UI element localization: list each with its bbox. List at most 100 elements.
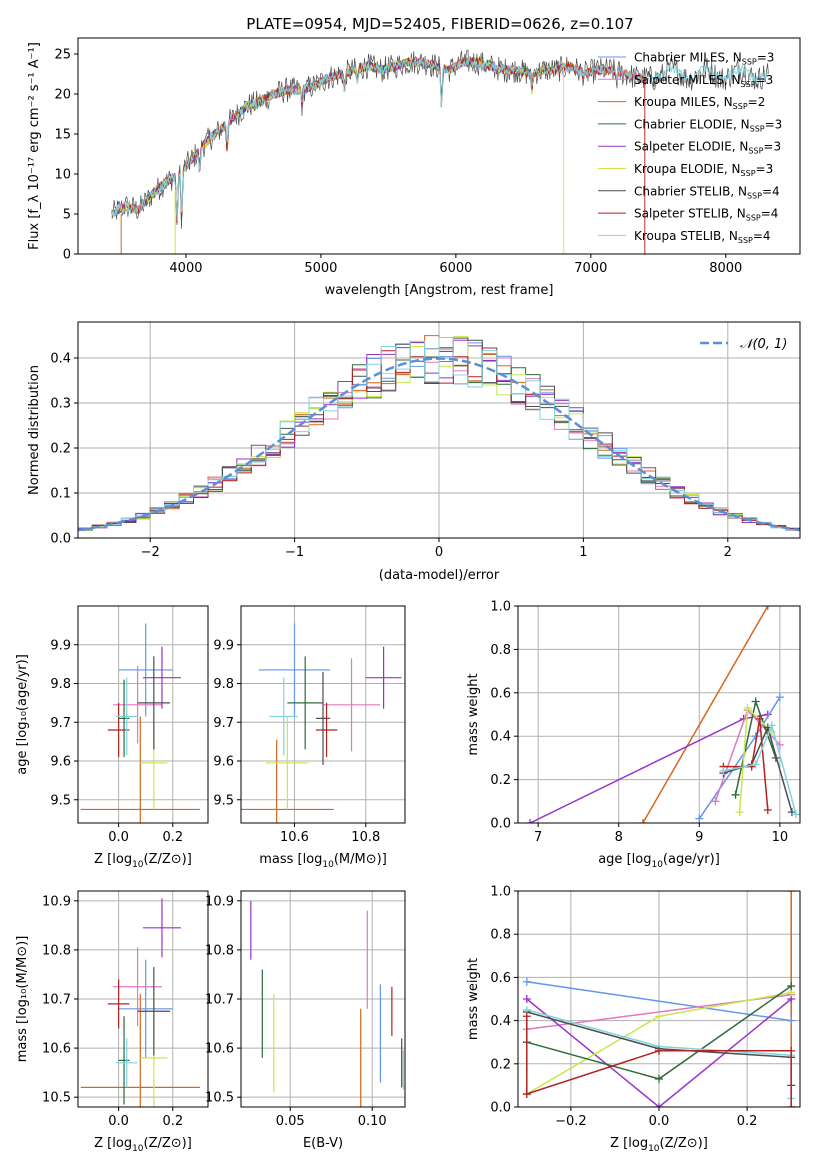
weight_vs_age-xtick-label-2: 9 xyxy=(695,830,703,845)
spectrum-xlabel: wavelength [Angstrom, rest frame] xyxy=(325,283,554,298)
age_vs_mass-ytick-label-4: 9.9 xyxy=(213,638,234,653)
weight_vs_Z-ylabel: mass weight xyxy=(466,958,481,1040)
weight_vs_age-marker-salpeter_stelib-3 xyxy=(763,805,772,814)
age_vs_Z-ylabel: age [log₁₀(age/yr)] xyxy=(15,654,30,775)
weight_vs_Z-marker-salpeter_stelib-3 xyxy=(787,1046,796,1055)
residuals-ytick-label-0: 0.0 xyxy=(50,532,71,547)
mass_vs_ebv-ytick-label-4: 10.9 xyxy=(205,894,234,909)
residuals-xtick-label-0: −2 xyxy=(141,545,160,560)
weight_vs_Z-line-salpeter_elodie xyxy=(526,998,792,1107)
weight_vs_Z-ytick-label-1: 0.2 xyxy=(490,1057,511,1072)
weight_vs_age-lines xyxy=(526,606,800,823)
spectrum-xtick-label-2: 6000 xyxy=(439,261,472,276)
weight_vs_age-marker-salpeter_elodie-0 xyxy=(526,819,535,823)
spectrum-ytick-label-5: 25 xyxy=(54,48,71,63)
spectrum-ytick-label-1: 5 xyxy=(63,208,71,223)
spectrum-ylabel: Flux [f_λ 10⁻¹⁷ erg cm⁻² s⁻¹ A⁻¹] xyxy=(27,42,42,250)
age_vs_Z-xtick-label-1: 0.2 xyxy=(162,830,183,845)
weight_vs_Z-ytick-label-0: 0.0 xyxy=(490,1101,511,1116)
residuals-gauss-curve xyxy=(78,357,800,532)
age_vs_mass-ytick-label-2: 9.7 xyxy=(213,716,234,731)
weight_vs_age-marker-kroupa_elodie-0 xyxy=(735,808,744,817)
mass_vs_ebv-ytick-label-0: 10.5 xyxy=(205,1091,234,1106)
spectrum-xtick-label-1: 5000 xyxy=(304,261,337,276)
weight_vs_age-marker-salpeter_stelib-1 xyxy=(747,762,756,771)
age_vs_Z-xlabel: Z [log10(Z/Z⊙)] xyxy=(94,852,192,870)
spectrum-legend-label-3: Chabrier ELODIE, NSSP=3 xyxy=(634,117,782,133)
weight_vs_age-line-salpeter_miles xyxy=(714,708,781,802)
spectrum-xtick-label-4: 8000 xyxy=(709,261,742,276)
residuals-ytick-label-1: 0.1 xyxy=(50,487,71,502)
residuals-frame xyxy=(77,321,801,539)
weight_vs_age-marker-kroupa_miles-0 xyxy=(638,819,647,823)
spectrum-xtick-label-0: 4000 xyxy=(169,261,202,276)
spectrum-lines xyxy=(111,49,769,254)
residuals-xtick-label-2: 0 xyxy=(435,545,443,560)
weight_vs_age-line-chabrier_stelib xyxy=(723,725,793,813)
weight_vs_Z-xtick-label-0: −0.2 xyxy=(555,1114,587,1129)
weight_vs_age-marker-kroupa_stelib-2 xyxy=(767,721,776,730)
weight_vs_age-marker-kroupa_elodie-1 xyxy=(743,703,752,712)
spectrum-ytick-label-3: 15 xyxy=(54,128,71,143)
weight_vs_age-marker-kroupa_stelib-3 xyxy=(791,810,800,819)
mass_vs_Z-ytick-label-2: 10.7 xyxy=(42,993,71,1008)
weight_vs_Z-ytick-label-5: 1.0 xyxy=(490,885,511,900)
weight_vs_age-marker-chabrier_stelib-3 xyxy=(787,808,796,817)
weight_vs_age-marker-chabrier_elodie-1 xyxy=(751,697,760,706)
weight_vs_Z-lines xyxy=(522,891,796,1107)
weight_vs_age-ytick-label-0: 0.0 xyxy=(490,817,511,832)
age_vs_Z-ytick-label-4: 9.9 xyxy=(50,638,71,653)
residuals-xtick-label-4: 2 xyxy=(724,545,732,560)
residuals-hist-salpeter_stelib xyxy=(78,347,800,530)
weight_vs_age-line-kroupa_stelib xyxy=(723,723,797,815)
residuals-ytick-label-2: 0.2 xyxy=(50,442,71,457)
mass_vs_ebv-points xyxy=(250,900,404,1107)
weight_vs_Z-line-chabrier_miles xyxy=(526,980,792,1022)
weight_vs_age-ytick-label-1: 0.2 xyxy=(490,773,511,788)
weight_vs_age-line-kroupa_miles xyxy=(642,606,769,823)
residuals-xtick-label-3: 1 xyxy=(579,545,587,560)
weight_vs_Z-frame xyxy=(517,890,801,1108)
age_vs_Z-points xyxy=(80,623,200,823)
mass_vs_ebv-ytick-label-3: 10.8 xyxy=(205,943,234,958)
residuals-ytick-label-3: 0.3 xyxy=(50,397,71,412)
residuals-xlabel: (data-model)/error xyxy=(379,568,500,583)
spectrum-legend-label-1: Salpeter MILES, NSSP=3 xyxy=(634,73,773,89)
mass_vs_Z-points xyxy=(80,898,200,1107)
weight_vs_Z-xtick-label-1: 0.0 xyxy=(649,1114,670,1129)
figure-title: PLATE=0954, MJD=52405, FIBERID=0626, z=0… xyxy=(246,15,633,33)
spectrum-legend-label-8: Kroupa STELIB, NSSP=4 xyxy=(634,229,771,245)
residuals-xtick-label-1: −1 xyxy=(285,545,304,560)
mass_vs_Z-ytick-label-4: 10.9 xyxy=(42,894,71,909)
mass_vs_ebv-xlabel: E(B-V) xyxy=(303,1136,343,1151)
mass_vs_ebv-xtick-label-1: 0.10 xyxy=(358,1114,387,1129)
mass_vs_ebv-ytick-label-1: 10.6 xyxy=(205,1042,234,1057)
residuals-legend-label: 𝒩(0, 1) xyxy=(740,337,787,352)
spectrum-legend-label-2: Kroupa MILES, NSSP=2 xyxy=(634,95,765,111)
age_vs_mass-xtick-label-0: 10.6 xyxy=(280,830,309,845)
weight_vs_Z-marker-salpeter_elodie-1 xyxy=(655,1103,663,1107)
weight_vs_age-marker-salpeter_miles-0 xyxy=(711,797,720,806)
weight_vs_age-marker-kroupa_stelib-0 xyxy=(719,766,728,775)
mass_vs_Z-xtick-label-0: 0.0 xyxy=(108,1114,129,1129)
weight_vs_Z-marker-salpeter_elodie-0 xyxy=(522,995,531,1003)
spectrum-series-chabrier_miles xyxy=(111,56,645,225)
weight_vs_age-ytick-label-5: 1.0 xyxy=(490,600,511,615)
spectrum-legend-label-0: Chabrier MILES, NSSP=3 xyxy=(634,51,774,67)
weight_vs_age-xtick-label-3: 10 xyxy=(772,830,789,845)
weight_vs_age-line-salpeter_stelib xyxy=(723,718,769,811)
age_vs_mass-frame xyxy=(240,605,406,824)
spectrum-xtick-label-3: 7000 xyxy=(574,261,607,276)
weight_vs_Z-xlabel: Z [log10(Z/Z⊙)] xyxy=(610,1136,708,1154)
weight_vs_Z-xtick-label-2: 0.2 xyxy=(737,1114,758,1129)
age_vs_mass-xtick-label-1: 10.8 xyxy=(351,830,380,845)
spectrum-frame xyxy=(77,37,801,255)
weight_vs_Z-marker-salpeter_stelib-0 xyxy=(522,1012,531,1021)
spectrum-legend-label-7: Salpeter STELIB, NSSP=4 xyxy=(634,207,778,223)
spectrum-series-salpeter_miles xyxy=(111,55,645,222)
mass_vs_Z-xlabel: Z [log10(Z/Z⊙)] xyxy=(94,1136,192,1154)
spectrum-ytick-label-4: 20 xyxy=(54,88,71,103)
spectrum-legend-label-5: Kroupa ELODIE, NSSP=3 xyxy=(634,162,773,178)
residuals-hists xyxy=(78,335,800,532)
